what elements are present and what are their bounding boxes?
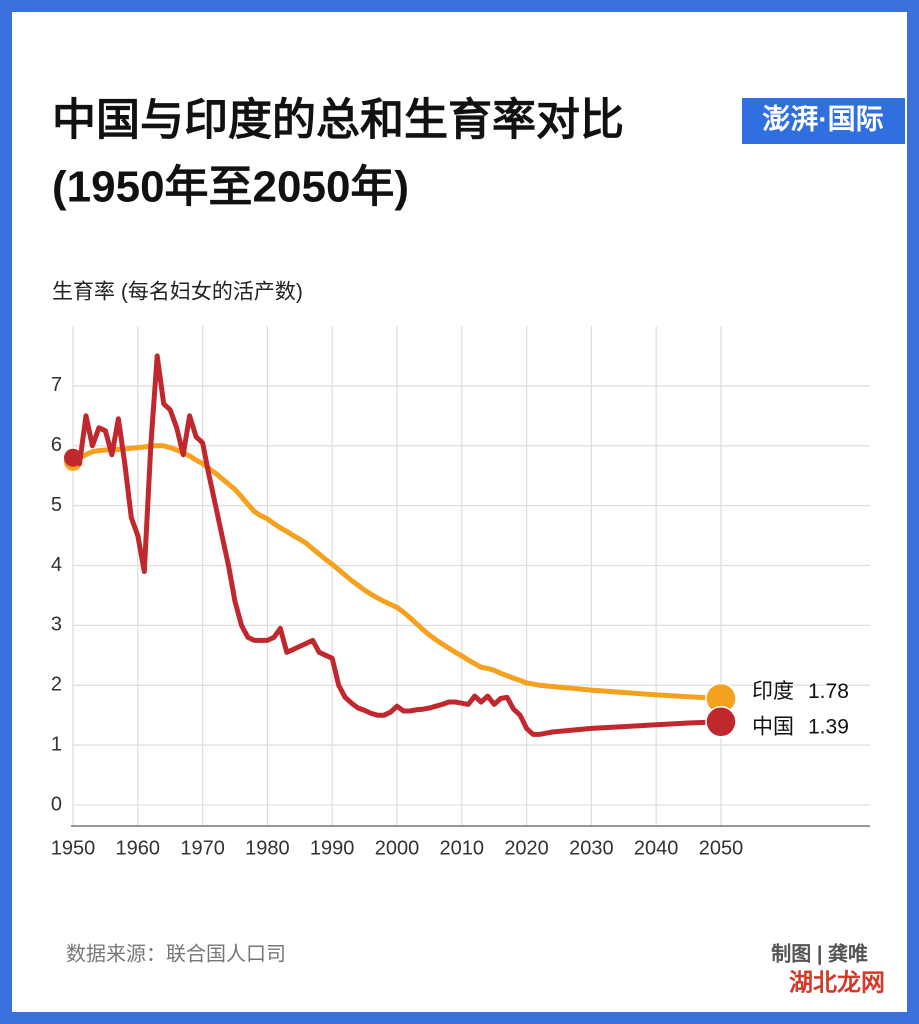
x-tick-label: 2000 bbox=[375, 837, 420, 859]
y-tick-label: 5 bbox=[51, 494, 62, 516]
source: 数据来源：联合国人口司 bbox=[66, 942, 286, 965]
x-tick-label: 1990 bbox=[310, 837, 355, 859]
x-tick-label: 1950 bbox=[51, 837, 96, 859]
y-tick-label: 6 bbox=[51, 434, 62, 456]
y-tick-label: 4 bbox=[51, 554, 62, 576]
x-tick-label: 1960 bbox=[116, 837, 161, 859]
end-value-label: 1.39 bbox=[808, 715, 849, 738]
start-marker bbox=[64, 448, 82, 467]
series-label: 中国 bbox=[752, 715, 794, 738]
y-tick-label: 2 bbox=[51, 674, 62, 696]
x-tick-label: 2040 bbox=[634, 837, 679, 859]
series-line bbox=[71, 443, 722, 701]
chart-title: 中国与印度的总和生育率对比 bbox=[52, 96, 624, 145]
end-value-label: 1.78 bbox=[808, 680, 849, 703]
x-tick-label: 2020 bbox=[504, 837, 549, 859]
logo-box bbox=[742, 98, 905, 144]
x-tick-label: 1970 bbox=[180, 837, 225, 859]
watermark: 湖北龙网 bbox=[789, 969, 885, 996]
y-tick-label: 1 bbox=[51, 733, 62, 755]
y-tick-label: 3 bbox=[51, 614, 62, 636]
x-tick-label: 2030 bbox=[569, 837, 614, 859]
y-tick-label: 7 bbox=[51, 374, 62, 396]
end-marker bbox=[705, 706, 737, 738]
y-tick-label: 0 bbox=[51, 793, 62, 815]
series-label: 印度 bbox=[752, 680, 794, 703]
y-axis-label: 生育率 (每名妇女的活产数) bbox=[52, 281, 303, 304]
credit: 制图 | 龚唯 bbox=[771, 941, 868, 965]
chart-subtitle: (1950年至2050年) bbox=[52, 163, 409, 212]
logo: 澎湃·国际 bbox=[762, 103, 883, 134]
x-tick-label: 1980 bbox=[245, 837, 290, 859]
x-tick-label: 2050 bbox=[699, 837, 744, 859]
x-tick-label: 2010 bbox=[440, 837, 485, 859]
series-line bbox=[71, 353, 722, 737]
